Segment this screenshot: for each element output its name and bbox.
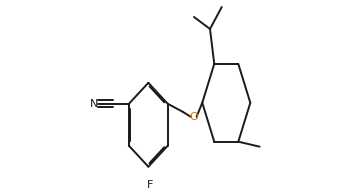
Text: O: O (189, 112, 198, 122)
Text: N: N (90, 99, 98, 109)
Text: F: F (147, 180, 154, 190)
